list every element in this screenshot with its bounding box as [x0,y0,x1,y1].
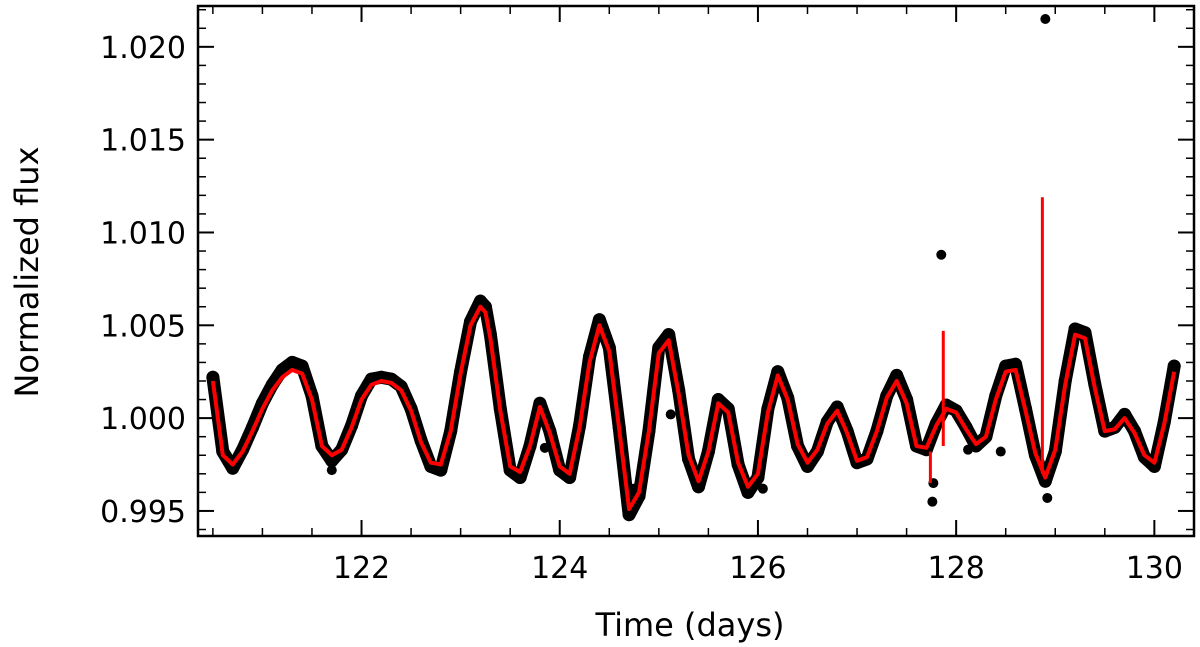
outlier-point [995,446,1006,457]
data-point [1068,322,1082,336]
x-tick-label: 128 [928,551,985,586]
data-point [741,485,755,499]
x-tick-label: 130 [1126,551,1183,586]
data-point [1118,407,1132,421]
outlier-point [1042,492,1053,503]
model-curve [210,304,1177,512]
outlier-point [963,444,974,455]
plot-frame [196,4,1196,538]
data-point [285,355,299,369]
outlier-point [936,249,947,260]
outlier-point [539,442,550,453]
outlier-point [927,496,938,507]
outlier-point [665,409,676,420]
data-point [1009,357,1023,371]
y-tick-label: 1.020 [100,31,186,66]
data-point [206,370,220,384]
y-tick-label: 1.005 [100,309,186,344]
outlier-point [757,483,768,494]
data-point [771,365,785,379]
data-point [226,461,240,475]
data-point [830,400,844,414]
data-point [513,471,527,485]
data-point [592,313,606,327]
data-point [711,393,725,407]
data-point [533,396,547,410]
x-tick-label: 124 [531,551,588,586]
x-tick-label: 122 [333,551,390,586]
x-axis-ticks: 122 124 126 128 130 [212,6,1183,586]
x-tick-label: 126 [729,551,786,586]
data-point [563,471,577,485]
outlier-point [326,465,337,476]
y-tick-label: 1.000 [100,402,186,437]
data-point [622,508,636,522]
outlier-point [1040,13,1051,24]
data-point [890,368,904,382]
data-point [434,463,448,477]
y-tick-label: 0.995 [100,495,186,530]
y-axis-ticks: 0.995 1.000 1.005 1.010 1.015 1.020 [100,8,1194,531]
data-point [325,454,339,468]
data-point [662,328,676,342]
data-point [1147,459,1161,473]
data-point [800,459,814,473]
y-tick-label: 1.015 [100,124,186,159]
data-point [1167,359,1181,373]
y-axis-title: Normalized flux [8,146,46,397]
x-axis-title: Time (days) [595,606,785,644]
model-layer [210,197,1177,512]
data-point [295,359,309,373]
y-tick-label: 1.010 [100,216,186,251]
outlier-point [629,483,640,494]
data-point [691,480,705,494]
data-point [1038,474,1052,488]
